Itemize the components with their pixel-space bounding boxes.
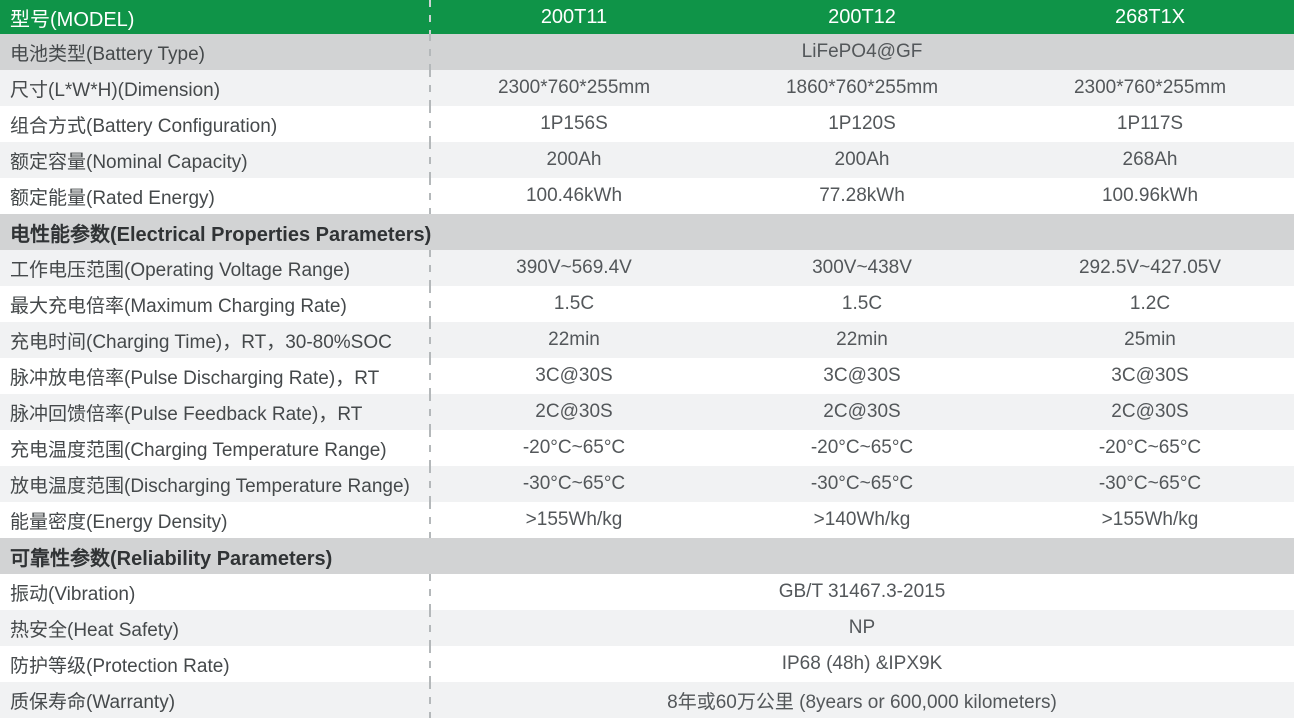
table-row: 防护等级(Protection Rate) IP68 (48h) &IPX9K — [0, 646, 1294, 682]
table-row: 电池类型(Battery Type) LiFePO4@GF — [0, 34, 1294, 70]
value-cell: 292.5V~427.05V — [1078, 257, 1222, 278]
table-row: 充电时间(Charging Time)，RT，30-80%SOC 22min 2… — [0, 322, 1294, 358]
value-cell: 8年或60万公里 (8years or 600,000 kilometers) — [667, 691, 1057, 713]
value-cell: -20°C~65°C — [1098, 437, 1202, 458]
value-cell: 1.5C — [841, 293, 883, 314]
value-cell: 2C@30S — [823, 401, 901, 422]
table-row: 质保寿命(Warranty) 8年或60万公里 (8years or 600,0… — [0, 682, 1294, 718]
table-row: 额定容量(Nominal Capacity) 200Ah 200Ah 268Ah — [0, 142, 1294, 178]
row-label: 防护等级(Protection Rate) — [10, 655, 230, 677]
table-row: 尺寸(L*W*H)(Dimension) 2300*760*255mm 1860… — [0, 70, 1294, 106]
section-title: 可靠性参数(Reliability Parameters) — [10, 547, 333, 570]
value-cell: 22min — [836, 329, 888, 350]
row-label: 能量密度(Energy Density) — [10, 511, 228, 533]
value-cell: >155Wh/kg — [525, 509, 623, 530]
section-header-row: 可靠性参数(Reliability Parameters) — [0, 538, 1294, 574]
value-cell: 2300*760*255mm — [497, 77, 651, 98]
section-header-row: 电性能参数(Electrical Properties Parameters) — [0, 214, 1294, 250]
value-cell: 1P120S — [828, 113, 896, 134]
value-cell: 2C@30S — [1111, 401, 1189, 422]
value-cell: >155Wh/kg — [1101, 509, 1199, 530]
value-cell: NP — [848, 617, 876, 638]
table-row: 最大充电倍率(Maximum Charging Rate) 1.5C 1.5C … — [0, 286, 1294, 322]
table-row: 脉冲放电倍率(Pulse Discharging Rate)，RT 3C@30S… — [0, 358, 1294, 394]
row-label: 放电温度范围(Discharging Temperature Range) — [10, 475, 410, 497]
value-cell: 3C@30S — [1111, 365, 1189, 386]
model-column-header: 200T12 — [828, 5, 896, 28]
value-cell: 2300*760*255mm — [1073, 77, 1227, 98]
value-cell: -20°C~65°C — [810, 437, 914, 458]
value-cell: 1.2C — [1129, 293, 1171, 314]
row-label: 组合方式(Battery Configuration) — [10, 115, 278, 137]
row-label: 电池类型(Battery Type) — [10, 43, 205, 65]
value-cell: 22min — [548, 329, 600, 350]
value-cell: 300V~438V — [812, 257, 912, 278]
table-row: 额定能量(Rated Energy) 100.46kWh 77.28kWh 10… — [0, 178, 1294, 214]
value-cell: IP68 (48h) &IPX9K — [781, 653, 943, 674]
row-label: 脉冲放电倍率(Pulse Discharging Rate)，RT — [10, 367, 380, 389]
row-label: 充电温度范围(Charging Temperature Range) — [10, 439, 387, 461]
table-row: 充电温度范围(Charging Temperature Range) -20°C… — [0, 430, 1294, 466]
section-title: 电性能参数(Electrical Properties Parameters) — [10, 223, 432, 246]
value-cell: 100.46kWh — [525, 185, 623, 206]
row-label: 额定能量(Rated Energy) — [10, 187, 215, 209]
model-header-label: 型号(MODEL) — [10, 8, 135, 31]
table-row: 工作电压范围(Operating Voltage Range) 390V~569… — [0, 250, 1294, 286]
row-label: 尺寸(L*W*H)(Dimension) — [10, 79, 221, 101]
table-row: 振动(Vibration) GB/T 31467.3-2015 — [0, 574, 1294, 610]
value-cell: 200Ah — [546, 149, 602, 170]
value-cell: -30°C~65°C — [1098, 473, 1202, 494]
table-row: 脉冲回馈倍率(Pulse Feedback Rate)，RT 2C@30S 2C… — [0, 394, 1294, 430]
value-cell: -20°C~65°C — [522, 437, 626, 458]
value-cell: 77.28kWh — [819, 185, 905, 206]
value-cell: 25min — [1124, 329, 1176, 350]
row-label: 工作电压范围(Operating Voltage Range) — [10, 259, 351, 281]
row-label: 充电时间(Charging Time)，RT，30-80%SOC — [10, 331, 392, 353]
row-label: 热安全(Heat Safety) — [10, 619, 179, 641]
value-cell: 3C@30S — [823, 365, 901, 386]
table-row: 组合方式(Battery Configuration) 1P156S 1P120… — [0, 106, 1294, 142]
row-label: 最大充电倍率(Maximum Charging Rate) — [10, 295, 347, 317]
value-cell: 390V~569.4V — [516, 257, 632, 278]
table-row: 放电温度范围(Discharging Temperature Range) -3… — [0, 466, 1294, 502]
model-header-row: 型号(MODEL) 200T11 200T12 268T1X — [0, 0, 1294, 34]
value-cell: 1P156S — [540, 113, 608, 134]
value-cell: -30°C~65°C — [522, 473, 626, 494]
value-cell: 2C@30S — [535, 401, 613, 422]
model-column-header: 200T11 — [540, 5, 608, 28]
row-label: 脉冲回馈倍率(Pulse Feedback Rate)，RT — [10, 403, 363, 425]
value-cell: -30°C~65°C — [810, 473, 914, 494]
value-cell: 100.96kWh — [1101, 185, 1199, 206]
value-cell: 1860*760*255mm — [785, 77, 939, 98]
value-cell: 1P117S — [1116, 113, 1184, 134]
value-cell: 268Ah — [1122, 149, 1178, 170]
table-row: 能量密度(Energy Density) >155Wh/kg >140Wh/kg… — [0, 502, 1294, 538]
model-column-header: 268T1X — [1114, 5, 1186, 28]
value-cell: LiFePO4@GF — [801, 41, 923, 62]
row-label: 质保寿命(Warranty) — [10, 691, 176, 713]
table-row: 热安全(Heat Safety) NP — [0, 610, 1294, 646]
value-cell: 200Ah — [834, 149, 890, 170]
value-cell: 3C@30S — [535, 365, 613, 386]
row-label: 额定容量(Nominal Capacity) — [10, 151, 248, 173]
value-cell: GB/T 31467.3-2015 — [778, 581, 946, 602]
row-label: 振动(Vibration) — [10, 583, 136, 605]
value-cell: >140Wh/kg — [813, 509, 911, 530]
value-cell: 1.5C — [553, 293, 595, 314]
